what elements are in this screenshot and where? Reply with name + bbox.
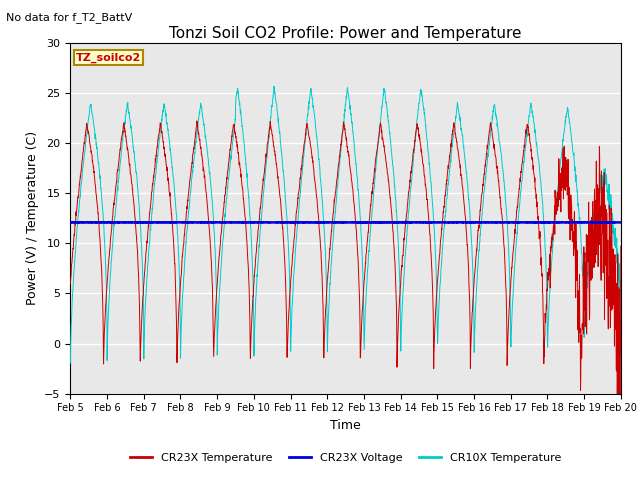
Text: No data for f_T2_BattV: No data for f_T2_BattV [6,12,132,23]
X-axis label: Time: Time [330,419,361,432]
Title: Tonzi Soil CO2 Profile: Power and Temperature: Tonzi Soil CO2 Profile: Power and Temper… [170,25,522,41]
Text: TZ_soilco2: TZ_soilco2 [76,53,141,63]
Legend: CR23X Temperature, CR23X Voltage, CR10X Temperature: CR23X Temperature, CR23X Voltage, CR10X … [125,448,566,467]
Y-axis label: Power (V) / Temperature (C): Power (V) / Temperature (C) [26,132,39,305]
